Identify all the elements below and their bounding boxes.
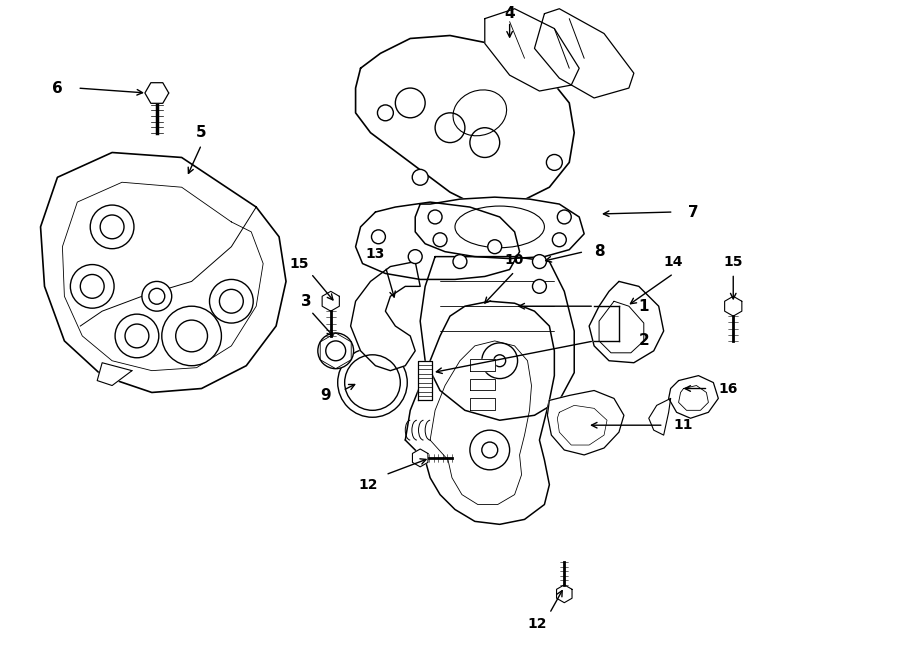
Text: 12: 12 — [359, 478, 378, 492]
Polygon shape — [420, 256, 574, 420]
Polygon shape — [470, 399, 495, 410]
Text: 16: 16 — [718, 381, 738, 395]
Circle shape — [428, 210, 442, 224]
Text: 15: 15 — [724, 254, 743, 268]
Polygon shape — [470, 379, 495, 391]
Polygon shape — [415, 197, 584, 258]
Circle shape — [210, 280, 253, 323]
Text: 2: 2 — [638, 333, 649, 348]
Text: 11: 11 — [674, 418, 693, 432]
Circle shape — [142, 282, 172, 311]
Polygon shape — [590, 282, 663, 363]
Circle shape — [453, 254, 467, 268]
Circle shape — [494, 355, 506, 367]
Text: 15: 15 — [289, 256, 309, 270]
Polygon shape — [322, 292, 339, 311]
Text: 3: 3 — [301, 293, 311, 309]
Polygon shape — [351, 262, 420, 371]
Circle shape — [546, 155, 562, 171]
Polygon shape — [470, 359, 495, 371]
Text: 10: 10 — [505, 253, 525, 266]
Polygon shape — [412, 449, 427, 467]
Circle shape — [409, 250, 422, 264]
Polygon shape — [40, 153, 286, 393]
Polygon shape — [418, 361, 432, 401]
Polygon shape — [356, 36, 574, 207]
Text: 7: 7 — [688, 204, 698, 219]
Circle shape — [433, 233, 447, 247]
Polygon shape — [547, 391, 624, 455]
Polygon shape — [145, 83, 168, 103]
Polygon shape — [405, 301, 554, 524]
Circle shape — [482, 442, 498, 458]
Circle shape — [318, 333, 354, 369]
Polygon shape — [356, 202, 519, 280]
Circle shape — [533, 254, 546, 268]
Polygon shape — [649, 399, 670, 435]
Circle shape — [488, 240, 501, 254]
Polygon shape — [535, 9, 634, 98]
Text: 6: 6 — [52, 81, 63, 96]
Circle shape — [338, 348, 408, 417]
Circle shape — [377, 105, 393, 121]
Circle shape — [553, 233, 566, 247]
Polygon shape — [556, 585, 572, 603]
Polygon shape — [97, 363, 132, 385]
Circle shape — [90, 205, 134, 249]
Text: 1: 1 — [638, 299, 649, 314]
Polygon shape — [679, 385, 708, 410]
Polygon shape — [599, 301, 643, 353]
Polygon shape — [485, 9, 580, 91]
Circle shape — [70, 264, 114, 308]
Circle shape — [372, 230, 385, 244]
Polygon shape — [669, 375, 718, 418]
Text: 4: 4 — [504, 6, 515, 21]
Text: 12: 12 — [527, 617, 547, 631]
Text: 5: 5 — [196, 125, 207, 140]
Polygon shape — [724, 296, 742, 316]
Text: 13: 13 — [365, 247, 385, 260]
Circle shape — [533, 280, 546, 293]
Circle shape — [412, 169, 428, 185]
Circle shape — [557, 210, 572, 224]
Text: 9: 9 — [320, 388, 331, 403]
Circle shape — [115, 314, 158, 358]
Circle shape — [162, 306, 221, 366]
Text: 14: 14 — [664, 254, 683, 268]
Text: 8: 8 — [594, 244, 605, 259]
